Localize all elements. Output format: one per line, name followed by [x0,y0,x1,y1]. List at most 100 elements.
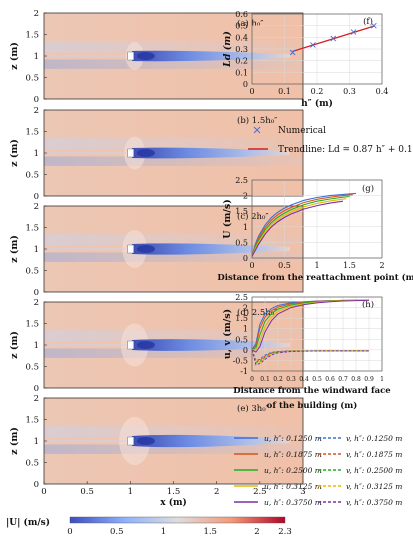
x-tick-label: 0.5 [80,487,94,497]
series-line [251,198,347,257]
legend-label-v: v, h″: 0.3125 m [346,482,402,491]
z-tick-label: 2 [34,9,39,19]
colorbar-tick-label: 0 [67,527,72,537]
y-tick-label: 0.5 [235,22,248,31]
contour-panel-b: 0 0.5 1 1.5 2 z (m) (b) 1.5h₀″ [9,106,304,202]
z-tick-label: 0.5 [25,171,39,181]
shear-layer-upper [44,233,303,246]
x-tick-label: 0 [249,261,254,270]
u-series-line [251,299,370,353]
numerical-point [289,49,296,56]
recirculation-core [136,52,155,60]
x-axis-label: Distance from the reattachment point (m) [217,272,413,283]
y-tick-label: 0.2 [235,57,248,66]
legend-label-u: u, h″: 0.3750 m [264,498,322,507]
z-tick-label: 0 [34,95,39,105]
legend-label-u: u, h″: 0.1250 m [264,434,322,443]
legend-label-trendline: Trendline: Ld = 0.87 h″ + 0.17 [278,145,413,155]
z-tick-label: 0 [34,192,39,202]
panel-label: (f) [363,16,373,27]
x-tick-label: 0.7 [338,376,348,383]
legend-label-u: u, h″: 0.2500 m [264,466,322,475]
recirculation-core [136,341,155,349]
z-tick-label: 1.5 [25,416,39,426]
z-tick-label: 0 [34,480,39,490]
chart-h: -1-0.500.511.522.50 0.1 0.2 0.3 0.4 0.5 0.6 0.7… [222,293,391,411]
y-tick-label: 0.6 [235,10,248,19]
z-tick-label: 1 [34,341,39,351]
legend-label-v: v, h″: 0.1875 m [346,450,402,459]
series-line [251,200,344,257]
y-tick-label: 1 [243,223,248,232]
panel-label: (b) 1.5h₀″ [237,115,277,126]
y-tick-label: 0 [243,254,248,263]
series-line [251,194,353,257]
chart-f: 0 0.1 0.2 0.3 0.4 0.5 0.6 0 0.1 0.2 0.3 0.4 (f) h″ (m… [222,10,413,155]
shear-layer-upper [44,137,303,150]
z-tick-label: 1.5 [25,128,39,138]
z-tick-label: 0.5 [25,74,39,84]
y-tick-label: 2 [243,304,248,313]
x-tick-label: 0.1 [278,87,291,96]
x-tick-label: 0.5 [278,261,291,270]
numerical-point [371,22,377,29]
x-tick-label: 1 [380,376,384,383]
z-tick-label: 0.5 [25,363,39,373]
colorbar-label: |U| (m/s) [6,517,50,528]
numerical-point [350,29,357,35]
y-tick-label: 0.5 [235,238,248,247]
z-tick-label: 2 [34,394,39,404]
shear-layer-upper [44,329,303,342]
v-series-line [251,349,369,364]
shear-layer-lower [44,156,303,166]
colorbar-tick-label: 2 [254,527,259,537]
z-tick-label: 1.5 [25,224,39,234]
shear-layer-lower [44,348,303,358]
plot-frame [251,179,383,259]
colorbar: 0 0.5 1 1.5 2 2.3 |U| (m/s) [6,516,292,537]
contour-panel-a: 0 0.5 1 1.5 2 z (m) (a) h₀″ [9,9,304,105]
wake-region [132,243,291,255]
x-tick-label: 0.2 [311,87,324,96]
x-tick-label: 0 [250,376,254,383]
y-axis-label: Ld (m) [222,31,233,68]
z-tick-label: 0.5 [25,267,39,277]
z-axis-label: z (m) [9,235,20,263]
recirculation-core [136,437,155,445]
shear-layer-upper [44,425,303,438]
series-line [251,195,350,257]
x-tick-label: 0.8 [351,376,361,383]
x-axis-label-cont: of the building (m) [267,400,358,411]
colorbar-tick-label: 1 [161,527,166,537]
legend-uv: u, h″: 0.1250 m u, h″: 0.1875 m u, h″: 0.2… [234,434,402,507]
y-tick-label: 1.5 [235,314,248,323]
wake-region [132,147,291,159]
panel-label: (d) 2.5h₀″ [237,307,277,318]
y-tick-label: 1 [243,325,248,334]
x-tick-label: 1.5 [167,487,181,497]
legend-label-u: u, h″: 0.1875 m [264,450,322,459]
legend-label-v: v, h″: 0.1250 m [346,434,402,443]
z-tick-label: 1 [34,52,39,62]
numerical-point [310,42,316,48]
z-axis-label: z (m) [9,139,20,167]
v-series-line [251,349,369,365]
recirculation-core [136,149,155,157]
contour-panel-c: 0 0.5 1 1.5 2 z (m) (c) 2h₀″ [9,202,304,298]
plot-frame [251,13,383,85]
x-tick-label: 1.5 [343,261,356,270]
y-tick-label: 2 [243,192,248,201]
x-tick-label: 2 [379,261,384,270]
legend-label-u: u, h″: 0.3125 m [264,482,322,491]
wake-region [132,50,291,62]
z-axis-label: z (m) [9,331,20,359]
z-tick-label: 1 [34,245,39,255]
z-tick-label: 2 [34,202,39,212]
colorbar-tick-label: 2.3 [278,527,292,537]
z-axis-label: z (m) [9,42,20,70]
y-axis-label: U (m/s) [222,199,233,238]
y-tick-label: 0 [243,346,248,355]
x-tick-label: 0.3 [343,87,356,96]
z-tick-label: 1.5 [25,320,39,330]
x-tick-label: 0 [249,87,254,96]
